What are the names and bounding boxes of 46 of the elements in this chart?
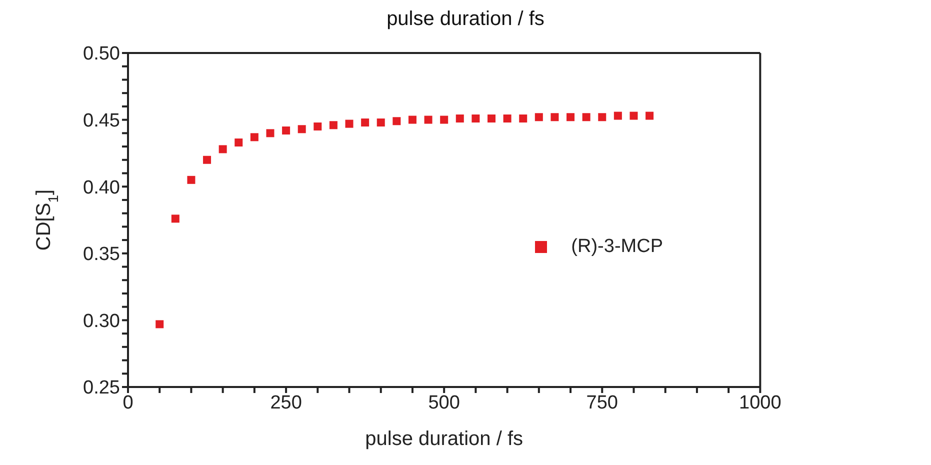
point xyxy=(203,156,212,164)
point xyxy=(550,113,559,122)
x-tick-label: 250 xyxy=(270,392,302,414)
y-tick-label: 0.40 xyxy=(83,177,120,198)
point xyxy=(534,113,543,122)
point xyxy=(234,138,243,147)
y-tick-label: 0.50 xyxy=(83,44,120,65)
point xyxy=(472,114,480,122)
point xyxy=(519,114,528,122)
point xyxy=(361,118,370,126)
point xyxy=(298,125,306,134)
point xyxy=(408,116,416,124)
x-tick-label: 500 xyxy=(428,392,460,414)
point xyxy=(156,320,164,328)
x-tick-label: 0 xyxy=(122,392,134,414)
x-tick-label: 750 xyxy=(586,392,618,414)
legend-label: (R)-3-MCP xyxy=(571,236,663,257)
y-tick-label: 0.35 xyxy=(83,244,120,266)
y-tick-label: 0.30 xyxy=(83,310,120,332)
point xyxy=(456,114,464,122)
point xyxy=(440,116,448,124)
point xyxy=(282,126,290,134)
point xyxy=(566,113,575,122)
point xyxy=(646,112,654,120)
point xyxy=(345,120,354,128)
point xyxy=(630,112,638,120)
point xyxy=(250,133,258,142)
y-tick-label: 0.25 xyxy=(83,378,120,399)
point xyxy=(329,121,338,130)
chart-title: pulse duration / fs xyxy=(386,8,546,31)
point xyxy=(582,113,590,122)
point xyxy=(266,129,274,138)
x-tick-label: 1000 xyxy=(739,392,782,414)
x-axis-title: pulse duration / fs xyxy=(365,428,524,450)
point xyxy=(392,117,401,126)
point xyxy=(187,176,196,184)
point xyxy=(503,114,512,122)
point xyxy=(376,118,385,126)
point xyxy=(598,113,606,122)
point xyxy=(218,145,227,154)
point xyxy=(424,116,432,124)
point xyxy=(614,112,622,120)
y-tick-label: 0.45 xyxy=(83,110,120,132)
point xyxy=(488,114,496,122)
point xyxy=(171,214,180,223)
point xyxy=(314,122,322,130)
